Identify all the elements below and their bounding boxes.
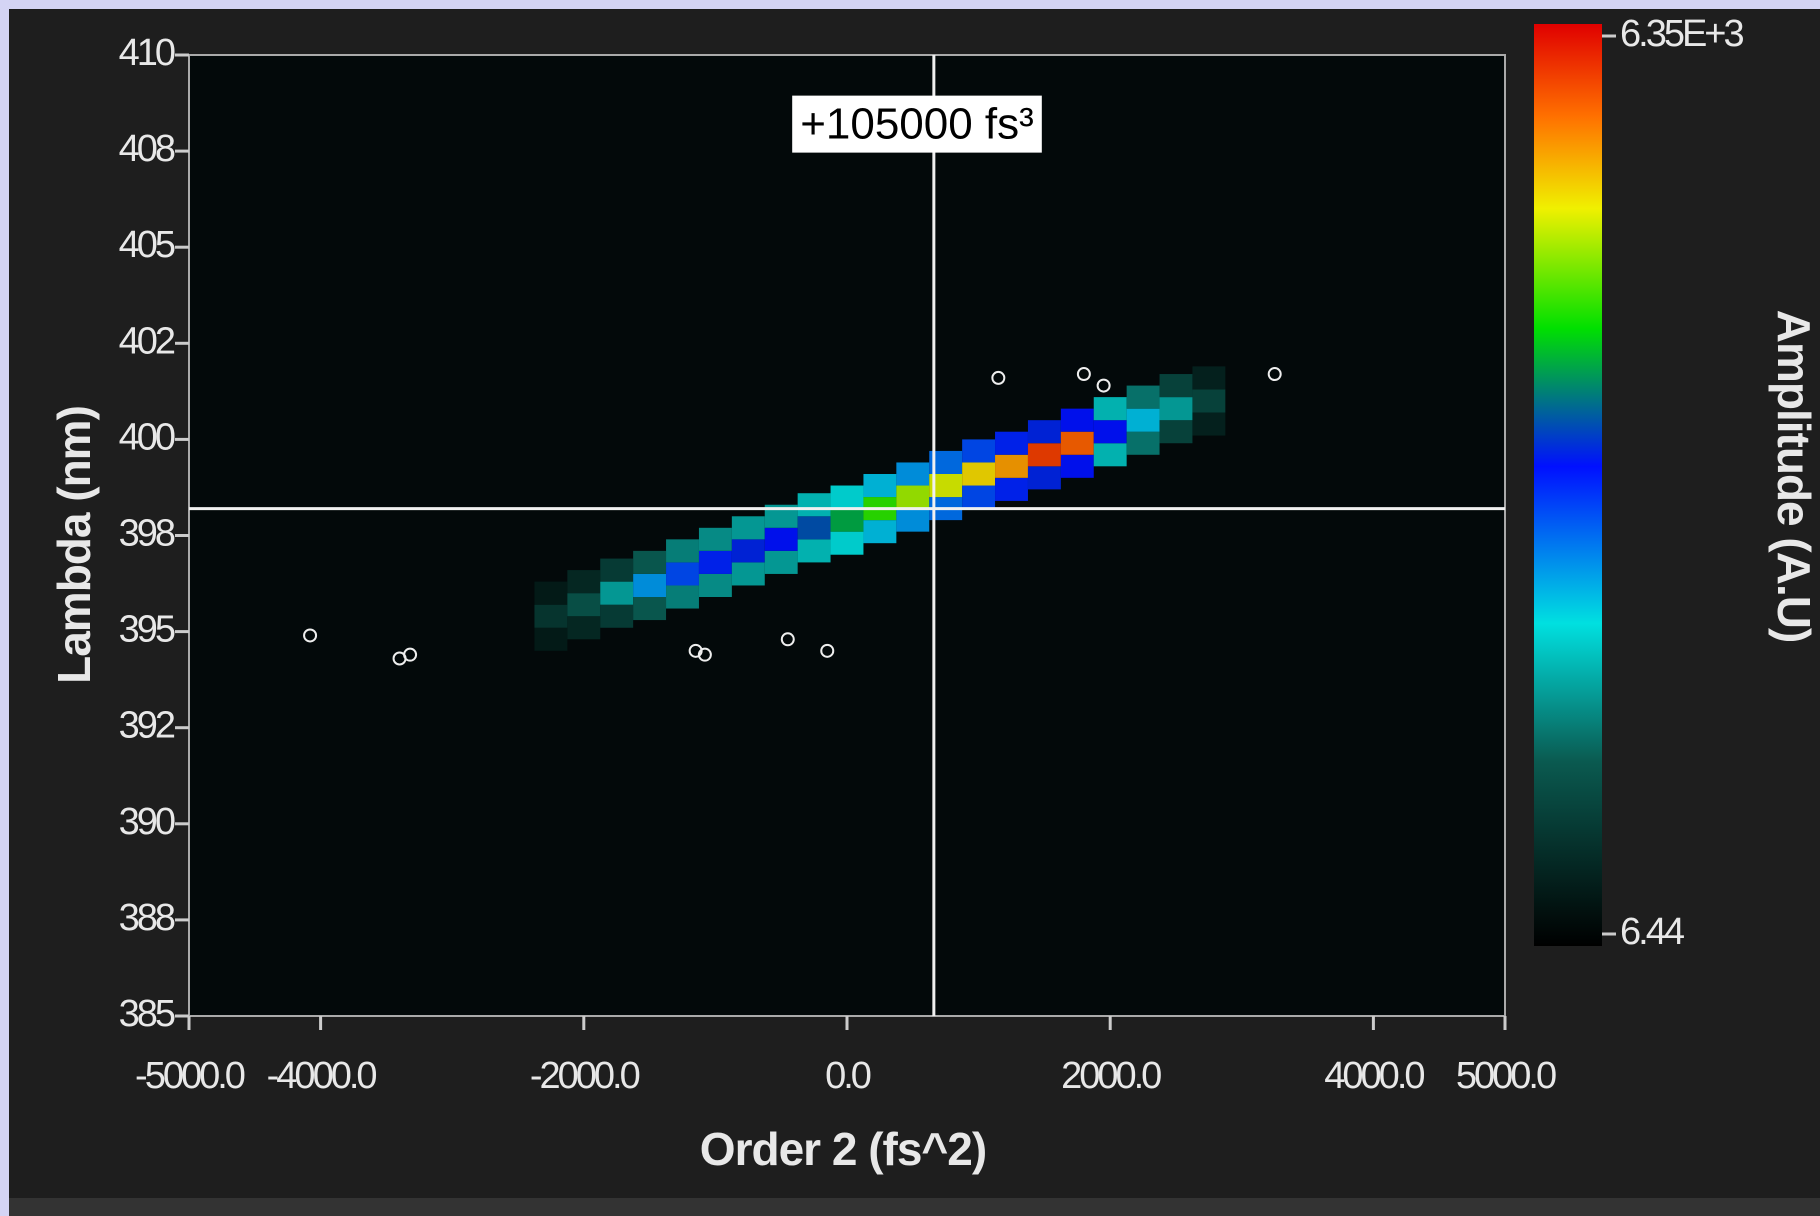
- marker-point: [697, 647, 712, 662]
- y-tick-label: 402: [119, 320, 175, 362]
- colorbar-tick-label: 6.44: [1620, 911, 1685, 953]
- marker-point: [1076, 367, 1091, 382]
- marker-point: [780, 632, 795, 647]
- heat-cell: [896, 462, 930, 486]
- heat-cell: [764, 550, 798, 574]
- heat-cell: [633, 550, 667, 574]
- heat-cell: [797, 516, 831, 540]
- heat-cell: [1093, 420, 1127, 444]
- heat-cell: [567, 593, 601, 617]
- y-tick-label: 405: [119, 224, 175, 266]
- heat-cell: [1192, 389, 1226, 413]
- heat-cell: [698, 550, 732, 574]
- x-tick-label: 4000.0: [1324, 1055, 1424, 1097]
- heat-cell: [1027, 420, 1061, 444]
- marker-point: [1267, 367, 1282, 382]
- heat-cell: [600, 558, 634, 582]
- annotation: +105000 fs³: [800, 100, 1034, 149]
- marker-point: [403, 647, 418, 662]
- y-tick-label: 395: [119, 609, 175, 651]
- heat-cell: [1060, 454, 1094, 478]
- heat-cell: [666, 562, 699, 586]
- x-tick-label: 0.0: [825, 1055, 871, 1097]
- heat-cell: [567, 616, 601, 640]
- x-tick-label: -5000.0: [135, 1055, 245, 1097]
- y-tick-label: 400: [119, 416, 175, 458]
- x-tick-label: -2000.0: [530, 1055, 640, 1097]
- heat-cell: [1093, 397, 1127, 421]
- heat-cell: [962, 485, 996, 509]
- heat-cell: [1159, 420, 1193, 444]
- heat-cell: [1060, 408, 1094, 432]
- x-tick-label: 5000.0: [1456, 1055, 1556, 1097]
- marker-point: [820, 643, 835, 658]
- heat-cell: [1027, 466, 1061, 490]
- heat-cell: [567, 570, 601, 594]
- heat-cell: [731, 562, 765, 586]
- heat-cell: [600, 581, 634, 605]
- heat-cell: [1159, 374, 1193, 398]
- heat-cell: [962, 462, 996, 486]
- marker-point: [303, 628, 318, 643]
- heat-cell: [995, 431, 1028, 455]
- heat-cell: [731, 516, 765, 540]
- heat-cell: [830, 508, 864, 532]
- heat-cell: [995, 454, 1028, 478]
- heat-cell: [600, 604, 634, 628]
- heat-cell: [929, 473, 963, 498]
- heat-cell: [929, 450, 963, 474]
- y-tick-label: 398: [119, 513, 175, 555]
- heat-cell: [764, 504, 798, 528]
- heat-cell: [1192, 412, 1226, 436]
- x-tick-label: 2000.0: [1061, 1055, 1161, 1097]
- heat-cell: [1126, 431, 1160, 455]
- heat-cell: [830, 531, 864, 555]
- heat-cell: [797, 539, 831, 563]
- heat-cell: [534, 604, 568, 628]
- y-axis-label: Lambda (nm): [48, 406, 100, 684]
- heat-cell: [1126, 385, 1160, 409]
- heat-cell: [863, 473, 897, 498]
- heat-cell: [633, 597, 667, 621]
- heat-cell: [764, 527, 798, 551]
- x-tick-label: -4000.0: [267, 1055, 377, 1097]
- heat-cell: [731, 539, 765, 563]
- colorbar-tick-label: 6.35E+3: [1620, 13, 1743, 55]
- heat-cell: [1159, 397, 1193, 421]
- heat-cell: [830, 485, 864, 509]
- marker-point: [1096, 378, 1111, 393]
- heat-cell: [633, 573, 667, 598]
- heat-cell: [666, 539, 699, 563]
- heat-cell: [1192, 366, 1226, 390]
- heat-cell: [962, 439, 996, 463]
- heat-cell: [896, 485, 930, 509]
- heat-cell: [666, 585, 699, 609]
- heat-cell: [534, 581, 568, 605]
- y-tick-label: 408: [119, 128, 175, 170]
- x-axis-label: Order 2 (fs^2): [700, 1123, 986, 1175]
- marker-point: [991, 370, 1006, 385]
- annotation-box: [792, 95, 1042, 153]
- heat-cell: [896, 508, 930, 532]
- heat-cell: [1027, 443, 1061, 467]
- heat-cell: [995, 477, 1028, 501]
- status-strip: [9, 1198, 1820, 1216]
- heat-cell: [698, 573, 732, 598]
- heat-cell: [1126, 408, 1160, 432]
- heat-cell: [1060, 431, 1094, 455]
- heat-cell: [797, 493, 831, 517]
- colorbar-label: Amplitude (A.U): [1768, 310, 1820, 643]
- heat-cell: [534, 627, 568, 651]
- colorbar: [1534, 24, 1602, 946]
- y-tick-label: 388: [119, 897, 175, 939]
- heat-cell: [863, 520, 897, 544]
- y-tick-label: 385: [119, 993, 175, 1035]
- heat-cell: [1093, 443, 1127, 467]
- heat-cell: [698, 527, 732, 551]
- y-tick-label: 410: [119, 32, 175, 74]
- y-tick-label: 390: [119, 801, 175, 843]
- y-tick-label: 392: [119, 705, 175, 747]
